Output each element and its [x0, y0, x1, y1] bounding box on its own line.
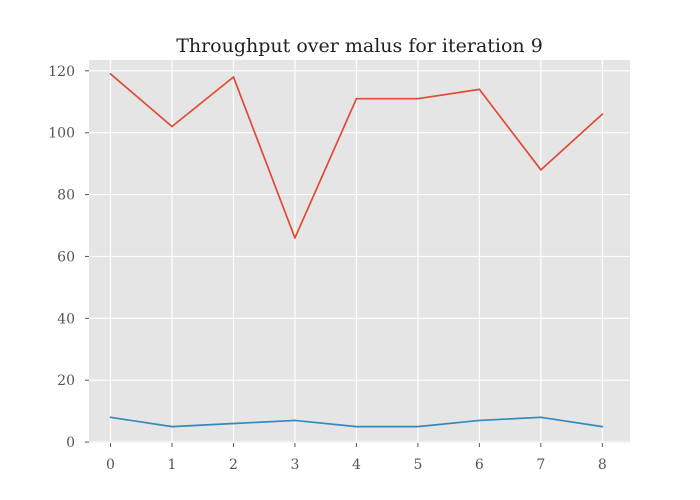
series-2-point — [294, 419, 296, 422]
series-2-point — [478, 419, 481, 422]
grid-lines — [89, 60, 630, 443]
series-2-point — [232, 422, 235, 425]
y-tick-label: 60 — [57, 249, 75, 265]
x-axis: 0 1 2 3 4 5 6 7 8 — [106, 443, 607, 473]
series-layer — [109, 73, 604, 428]
series-1-point — [232, 76, 235, 78]
series-1-point — [109, 73, 112, 75]
series-2-point — [417, 425, 419, 428]
plot-area — [89, 60, 630, 443]
y-tick-label: 80 — [57, 188, 75, 204]
x-tick-label: 6 — [475, 457, 484, 473]
series-2-point — [171, 425, 173, 428]
y-tick-label: 40 — [57, 311, 75, 327]
series-2-point — [355, 425, 358, 428]
x-tick-label: 4 — [352, 457, 361, 473]
series-2-point — [601, 425, 604, 428]
series-1-point — [601, 113, 604, 116]
y-tick-label: 100 — [48, 126, 75, 142]
x-tick-label: 8 — [598, 457, 607, 473]
x-tick-label: 7 — [536, 457, 545, 473]
x-tick-label: 0 — [106, 457, 115, 473]
series-1-point — [355, 97, 358, 100]
series-1-point — [417, 97, 419, 100]
series-2-point — [539, 416, 542, 419]
x-tick-label: 3 — [290, 457, 299, 473]
series-1-point — [539, 168, 542, 171]
series-1-point — [478, 88, 481, 91]
x-tick-label: 2 — [229, 457, 238, 473]
series-1-point — [294, 236, 296, 239]
y-tick-label: 0 — [66, 435, 75, 451]
x-tick-label: 1 — [168, 457, 177, 473]
chart-title: Throughput over malus for iteration 9 — [176, 35, 543, 57]
x-tick-label: 5 — [413, 457, 422, 473]
series-1-point — [171, 125, 173, 128]
y-tick-label: 120 — [48, 64, 75, 80]
y-axis: 0 20 40 60 80 100 120 — [48, 64, 89, 451]
y-tick-label: 20 — [57, 373, 75, 389]
series-2-point — [109, 416, 112, 419]
